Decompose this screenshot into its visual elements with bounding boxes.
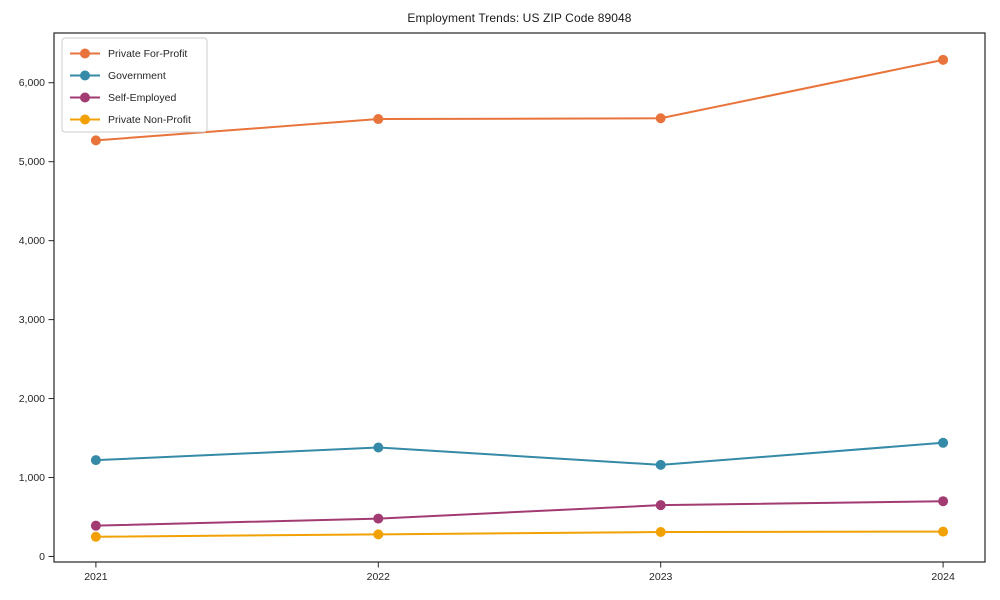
x-tick-label: 2022 — [367, 571, 391, 583]
y-tick-label: 3,000 — [19, 314, 45, 326]
y-tick-label: 1,000 — [19, 472, 45, 484]
legend-marker-self-employed — [80, 92, 90, 103]
series-line-government — [94, 441, 945, 466]
y-tick-label: 0 — [39, 551, 45, 563]
series-line-self-employed — [94, 500, 945, 527]
legend — [61, 37, 208, 133]
data-point-government-2021 — [90, 455, 101, 466]
data-point-private-non-profit-2024 — [938, 526, 949, 537]
data-point-private-for-profit-2023 — [655, 113, 666, 124]
x-tick-label: 2024 — [931, 571, 955, 583]
legend-marker-private-for-profit — [80, 48, 90, 59]
data-point-self-employed-2022 — [373, 513, 384, 524]
data-point-private-for-profit-2024 — [938, 54, 949, 65]
legend-marker-government — [80, 70, 90, 81]
x-tick-label: 2021 — [84, 571, 108, 583]
data-point-private-for-profit-2021 — [90, 135, 101, 146]
series-line-private-for-profit — [94, 58, 945, 142]
series-line-private-non-profit — [94, 530, 945, 538]
legend-marker-private-non-profit — [80, 114, 90, 125]
data-point-self-employed-2021 — [90, 520, 101, 531]
data-point-government-2023 — [655, 459, 666, 470]
data-point-government-2024 — [938, 437, 949, 448]
y-tick-label: 4,000 — [19, 235, 45, 247]
y-tick-label: 5,000 — [19, 156, 45, 168]
data-point-government-2022 — [373, 442, 384, 453]
legend-label-government: Government — [108, 70, 166, 82]
chart-title: Employment Trends: US ZIP Code 89048 — [407, 11, 632, 25]
data-point-private-non-profit-2021 — [90, 531, 101, 542]
legend-label-self-employed: Self-Employed — [108, 92, 176, 104]
legend-label-private-for-profit: Private For-Profit — [108, 48, 187, 60]
data-point-private-for-profit-2022 — [373, 114, 384, 125]
y-tick-label: 2,000 — [19, 393, 45, 405]
data-point-private-non-profit-2022 — [373, 529, 384, 540]
x-tick-label: 2023 — [649, 571, 673, 583]
plot-border — [53, 32, 986, 563]
data-point-self-employed-2024 — [938, 496, 949, 507]
data-point-self-employed-2023 — [655, 500, 666, 511]
y-tick-label: 6,000 — [19, 77, 45, 89]
data-point-private-non-profit-2023 — [655, 526, 666, 537]
legend-label-private-non-profit: Private Non-Profit — [108, 114, 191, 126]
